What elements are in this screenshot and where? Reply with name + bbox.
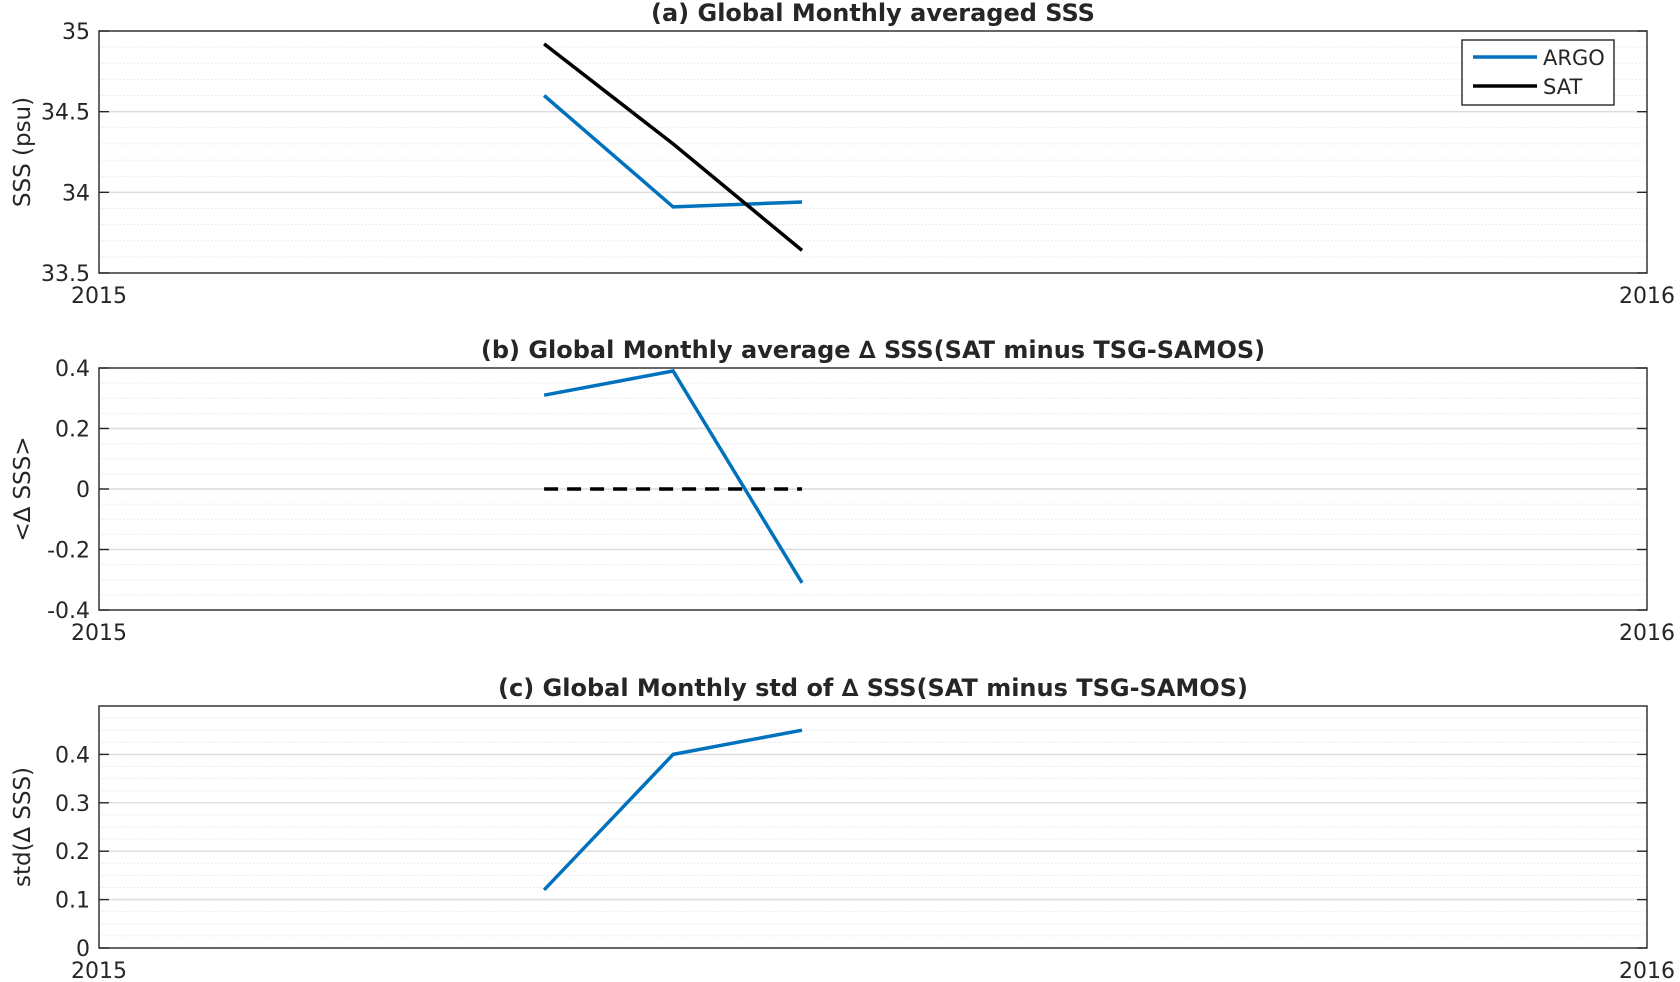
chart-title: (c) Global Monthly std of ∆ SSS(SAT minu… — [498, 674, 1248, 702]
series-line-sat — [543, 42, 804, 252]
y-axis-label: SSS (psu) — [10, 97, 36, 207]
ticks: -0.4 -0.2 0 0.2 0.4 2015 2016 — [47, 357, 1675, 646]
y-tick-label: 0 — [76, 937, 90, 962]
y-tick-label: 0 — [76, 478, 90, 503]
series-line-delta-sss — [543, 369, 804, 584]
y-axis-label: std(∆ SSS) — [10, 767, 36, 887]
y-tick-label: 34.5 — [41, 101, 90, 126]
x-tick-label: 2016 — [1619, 621, 1675, 646]
series-line-delta-sss — [542, 728, 803, 892]
y-tick-label: 0.2 — [55, 418, 90, 443]
legend-box — [1461, 39, 1615, 106]
chart-panel-a: 33.5 34 34.5 35 2015 2016 (a) Global Monthly … — [10, 0, 1675, 309]
y-tick-label: 0.2 — [55, 840, 90, 865]
y-tick-label: -0.2 — [47, 539, 90, 564]
y-tick-label: 0.1 — [55, 889, 90, 914]
legend-label-sat: SAT — [1543, 75, 1582, 99]
y-axis-label: <∆ SSS> — [10, 436, 36, 541]
legend: ARGO SAT — [1461, 39, 1615, 106]
chart-panel-c: 0 0.1 0.2 0.3 0.4 2015 2016 (c) Global Monthly… — [10, 674, 1675, 982]
series — [543, 369, 804, 584]
grid — [99, 382, 1647, 596]
grid — [99, 717, 1647, 937]
y-tick-label: -0.4 — [47, 599, 90, 624]
x-tick-label: 2015 — [71, 621, 127, 646]
series — [542, 728, 803, 892]
axes-box — [98, 705, 1648, 949]
chart-title: (a) Global Monthly averaged SSS — [651, 0, 1095, 27]
x-tick-label: 2016 — [1619, 959, 1675, 982]
ticks: 33.5 34 34.5 35 2015 2016 — [41, 20, 1675, 309]
chart-panel-b: -0.4 -0.2 0 0.2 0.4 2015 2016 (b) Global Month… — [10, 336, 1675, 646]
y-tick-label: 35 — [62, 20, 90, 45]
series-line-argo — [542, 94, 803, 209]
y-tick-label: 34 — [62, 181, 90, 206]
x-tick-label: 2016 — [1619, 284, 1675, 309]
x-tick-label: 2015 — [71, 959, 127, 982]
legend-label-argo: ARGO — [1543, 46, 1605, 70]
grid — [99, 46, 1647, 258]
y-tick-label: 33.5 — [41, 262, 90, 287]
y-tick-label: 0.3 — [55, 792, 90, 817]
y-tick-label: 0.4 — [55, 743, 90, 768]
y-tick-label: 0.4 — [55, 357, 90, 382]
chart-title: (b) Global Monthly average ∆ SSS(SAT min… — [481, 336, 1265, 364]
x-tick-label: 2015 — [71, 284, 127, 309]
axes-box — [98, 30, 1648, 274]
ticks: 0 0.1 0.2 0.3 0.4 2015 2016 — [55, 743, 1675, 982]
series — [542, 42, 804, 252]
